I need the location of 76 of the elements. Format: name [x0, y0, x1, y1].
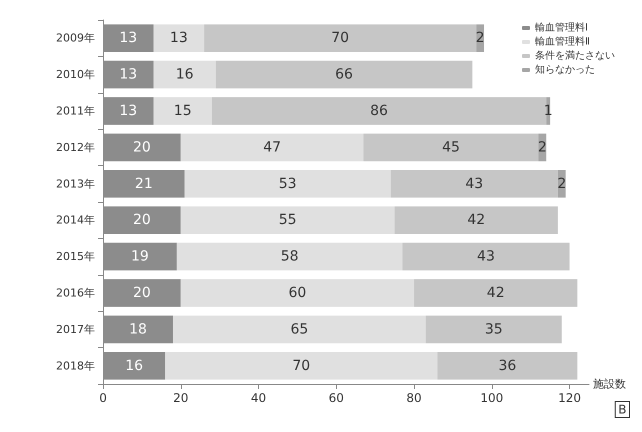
bar [402, 242, 570, 270]
bar [180, 206, 395, 234]
data-label: 45 [442, 139, 460, 156]
bar [394, 206, 558, 234]
y-tick-label: 2016年 [56, 286, 95, 300]
x-tick-label: 120 [558, 391, 582, 405]
data-label: 53 [278, 176, 297, 192]
bar [172, 316, 426, 344]
data-label: 60 [288, 285, 306, 301]
x-tick-label: 40 [250, 391, 266, 405]
text: B [618, 402, 626, 416]
data-label: 42 [486, 285, 505, 301]
bar [390, 170, 558, 198]
data-label: 70 [292, 358, 310, 374]
data-label: 13 [119, 66, 138, 83]
x-axis-title: 施設数 [593, 378, 626, 390]
bar [154, 97, 212, 125]
data-label: 43 [477, 248, 495, 265]
data-label: 13 [119, 30, 138, 46]
data-label: 18 [129, 321, 147, 338]
data-label: 16 [176, 66, 194, 83]
legend-label: 輸血管理料Ⅰ [535, 22, 588, 34]
bar [180, 279, 414, 307]
data-label: 20 [132, 212, 151, 228]
data-label: 20 [132, 139, 151, 156]
bar [437, 352, 578, 380]
bar [176, 242, 402, 270]
data-label: 19 [131, 248, 149, 265]
data-label: 35 [484, 321, 503, 338]
data-label: 13 [170, 30, 188, 46]
legend-label: 条件を満たさない [535, 50, 615, 62]
bar [184, 170, 391, 198]
y-tick-label: 2012年 [56, 140, 95, 154]
data-label: 66 [335, 66, 354, 83]
bar [154, 24, 204, 52]
bar [414, 279, 578, 307]
data-label: 55 [278, 212, 297, 228]
bar [154, 60, 216, 88]
y-tick-label: 2010年 [56, 68, 95, 82]
bar [212, 97, 546, 125]
data-label: 16 [125, 358, 144, 374]
x-tick-label: 100 [480, 391, 504, 405]
data-label: 70 [331, 30, 350, 46]
y-tick-label: 2018年 [56, 359, 95, 372]
data-label: 65 [290, 321, 308, 338]
data-label: 43 [465, 176, 484, 192]
y-tick-label: 2014年 [56, 214, 95, 227]
data-label: 2 [557, 176, 566, 192]
bar [216, 60, 472, 88]
x-tick-label: 80 [406, 391, 422, 405]
bar [426, 316, 562, 344]
data-label: 20 [132, 285, 151, 301]
data-label: 47 [263, 139, 282, 156]
data-label: 36 [498, 358, 516, 374]
data-label: 2 [476, 30, 485, 46]
data-label: 13 [119, 103, 138, 119]
legend-label: 知らなかった [535, 64, 595, 76]
data-label: 21 [134, 176, 153, 192]
y-tick-label: 2013年 [56, 177, 95, 190]
y-tick-label: 2011年 [56, 104, 95, 118]
y-tick-label: 2017年 [56, 322, 95, 336]
x-tick-label: 0 [99, 391, 107, 405]
bar [363, 134, 538, 162]
bar [165, 352, 438, 380]
data-label: 58 [280, 248, 299, 265]
y-tick-label: 2015年 [56, 250, 95, 264]
x-tick-label: 60 [328, 391, 344, 405]
legend-label: 輸血管理料Ⅱ [535, 36, 590, 48]
y-tick-label: 2009年 [56, 32, 95, 45]
data-label: 86 [370, 103, 388, 119]
bar [204, 24, 476, 52]
data-label: 2 [538, 139, 547, 156]
data-label: 15 [174, 103, 192, 119]
data-label: 42 [467, 212, 486, 228]
bar [180, 134, 364, 162]
x-tick-label: 20 [173, 391, 188, 405]
